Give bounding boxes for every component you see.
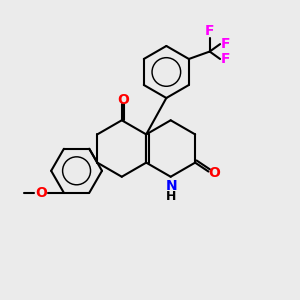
Text: F: F xyxy=(220,52,230,66)
Text: N: N xyxy=(166,179,177,194)
Text: O: O xyxy=(208,166,220,180)
Text: O: O xyxy=(35,186,47,200)
Text: F: F xyxy=(220,37,230,51)
Text: F: F xyxy=(205,25,214,38)
Text: O: O xyxy=(117,93,129,107)
Text: H: H xyxy=(166,190,177,203)
